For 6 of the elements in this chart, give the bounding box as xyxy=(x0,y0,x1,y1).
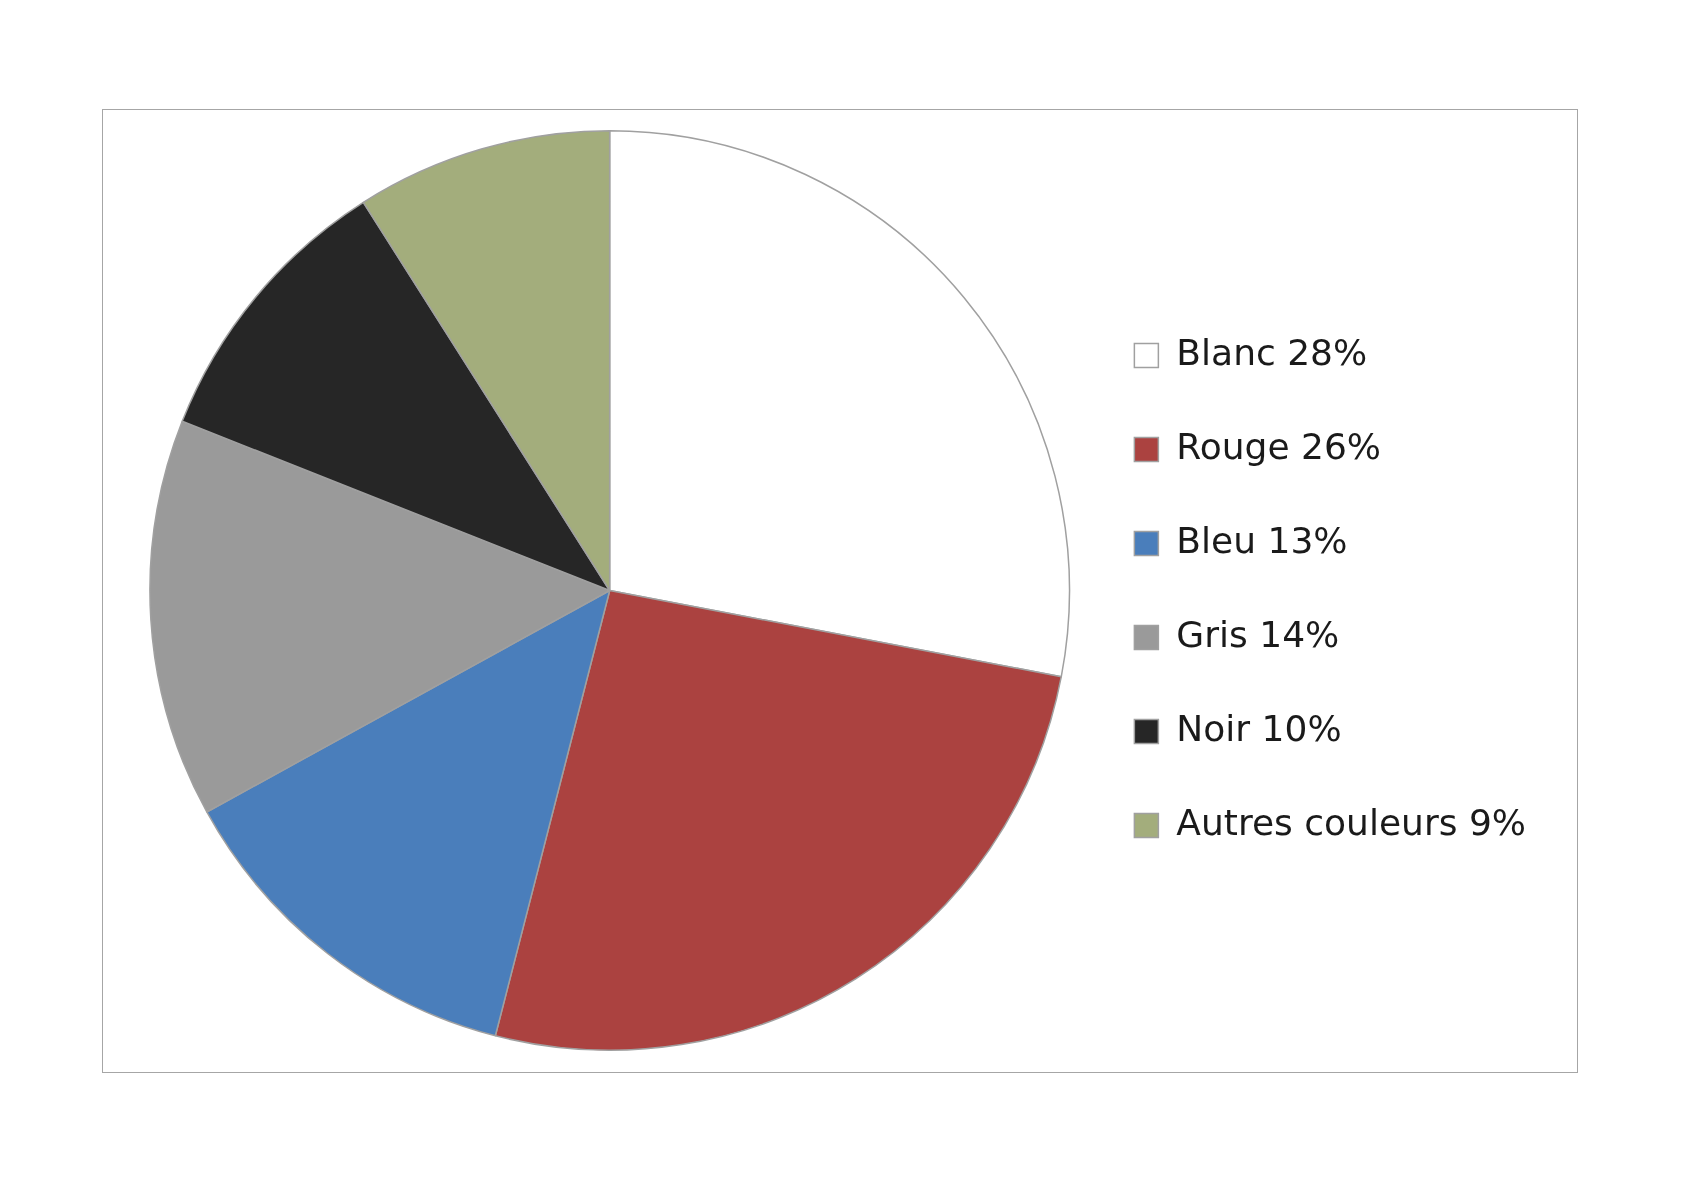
legend-label: Noir 10% xyxy=(1176,707,1342,749)
legend-label: Rouge 26% xyxy=(1176,425,1382,467)
legend-label: Blanc 28% xyxy=(1176,331,1368,373)
legend-label: Autres couleurs 9% xyxy=(1176,801,1527,843)
legend-label: Bleu 13% xyxy=(1176,519,1348,561)
legend-label: Gris 14% xyxy=(1176,613,1340,655)
